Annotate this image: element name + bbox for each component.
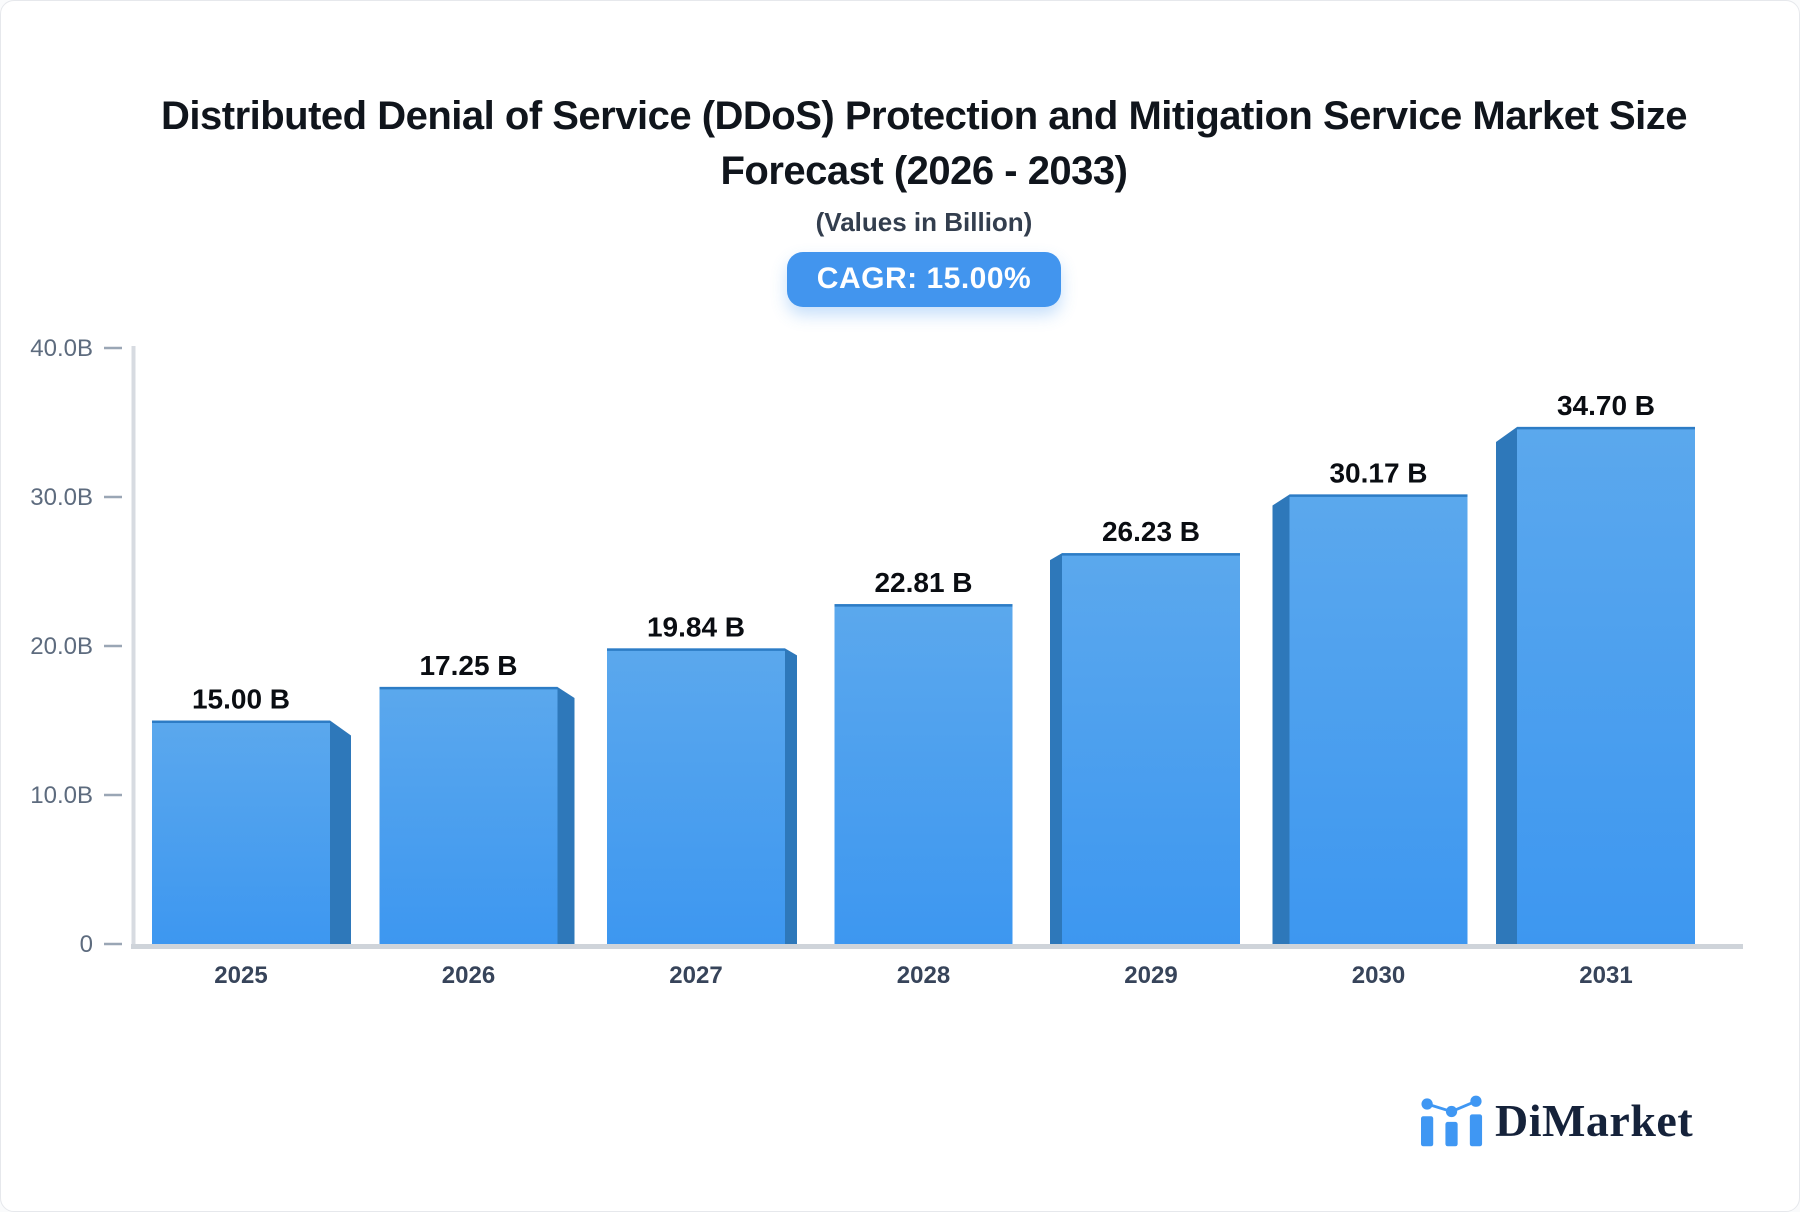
bar-face: [1289, 494, 1468, 944]
bar-value-label: 15.00 B: [192, 684, 290, 715]
chart-area: 40.0B 30.0B 20.0B 10.0B 0 15.00 B 2025 17.25 B 2…: [1, 281, 1799, 1041]
bar-chart: 40.0B 30.0B 20.0B 10.0B 0 15.00 B 2025 17.25 B 2…: [30, 335, 1743, 989]
y-axis-tick-label: 0: [80, 931, 93, 958]
dimarket-logo-icon: [1421, 1095, 1483, 1147]
bar-value-label: 30.17 B: [1329, 457, 1427, 488]
bar-value-label: 19.84 B: [647, 611, 745, 642]
bar-side: [1496, 426, 1517, 945]
bar-side: [785, 648, 797, 944]
x-axis-label: 2030: [1352, 962, 1405, 989]
brand-name: DiMarket: [1495, 1094, 1694, 1146]
x-axis-label: 2025: [214, 962, 267, 989]
y-axis-tick-label: 10.0B: [30, 782, 93, 809]
bar-face: [379, 686, 558, 944]
bar-value-label: 34.70 B: [1557, 390, 1655, 421]
bar-value-label: 26.23 B: [1102, 516, 1200, 547]
bar-face: [834, 604, 1013, 944]
chart-header: Distributed Denial of Service (DDoS) Pro…: [121, 89, 1727, 307]
chart-subtitle: (Values in Billion): [815, 207, 1033, 237]
cagr-badge: CAGR: 15.00%: [786, 252, 1062, 307]
x-axis-label: 2026: [442, 962, 495, 989]
y-axis-tick-label: 30.0B: [30, 484, 93, 511]
y-axis-tick-label: 20.0B: [30, 633, 93, 660]
brand-logo: DiMarket: [1421, 1093, 1693, 1147]
bar-face: [1517, 426, 1695, 945]
bar-side: [330, 720, 351, 944]
x-axis-label: 2028: [897, 962, 950, 989]
x-axis-label: 2027: [669, 962, 722, 989]
x-axis-label: 2029: [1124, 962, 1177, 989]
bar-face: [607, 648, 785, 944]
bar-side: [1272, 494, 1290, 944]
y-axis-tick-label: 40.0B: [30, 335, 93, 362]
bar-value-label: 22.81 B: [874, 567, 972, 598]
chart-title-line-1: Distributed Denial of Service (DDoS) Pro…: [161, 94, 1688, 138]
bar-side: [557, 686, 575, 944]
chart-title-line-2: Forecast (2026 - 2033): [720, 149, 1128, 193]
bar-side: [1050, 553, 1062, 944]
bar-face: [152, 720, 330, 944]
bar-value-label: 17.25 B: [419, 650, 517, 681]
x-axis-label: 2031: [1579, 962, 1632, 989]
bar-face: [1062, 553, 1240, 944]
